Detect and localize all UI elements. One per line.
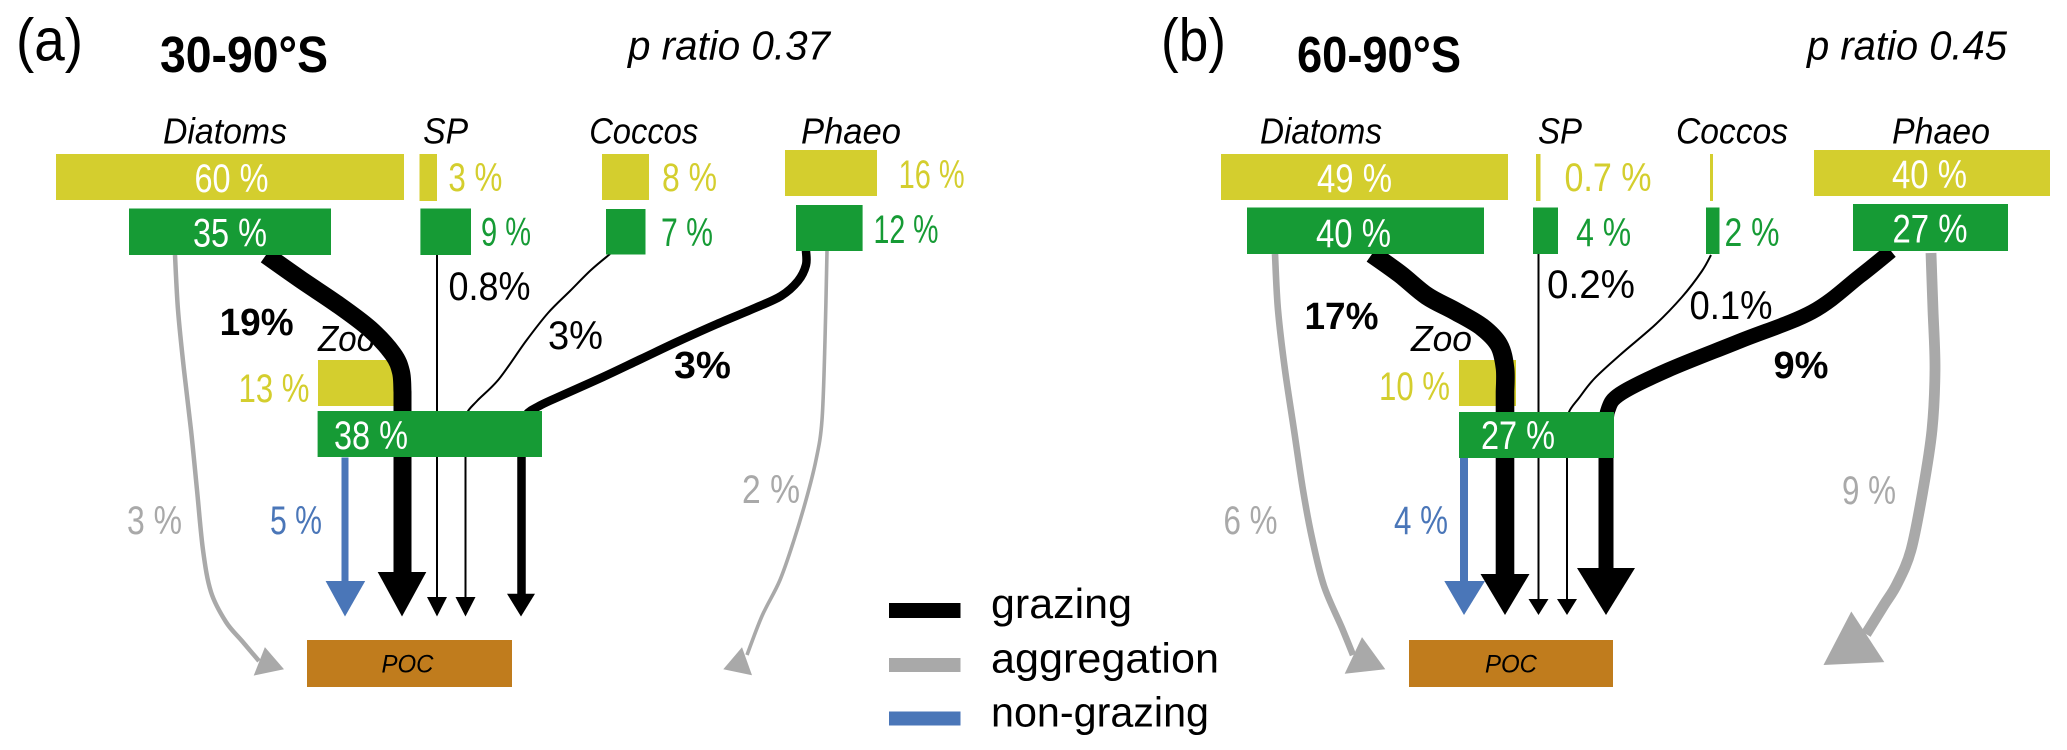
svg-text:4 %: 4 % bbox=[1394, 499, 1448, 543]
svg-text:Phaeo: Phaeo bbox=[1892, 110, 1990, 151]
svg-text:3%: 3% bbox=[548, 314, 603, 358]
svg-text:aggregation: aggregation bbox=[991, 635, 1219, 682]
svg-text:SP: SP bbox=[423, 110, 468, 151]
svg-text:60-90°S: 60-90°S bbox=[1297, 26, 1461, 83]
svg-text:4 %: 4 % bbox=[1576, 211, 1631, 255]
svg-text:6 %: 6 % bbox=[1224, 499, 1278, 543]
svg-text:Phaeo: Phaeo bbox=[801, 110, 901, 151]
svg-text:19%: 19% bbox=[220, 302, 294, 344]
svg-text:grazing: grazing bbox=[991, 580, 1132, 627]
svg-text:Diatoms: Diatoms bbox=[1260, 110, 1382, 151]
svg-text:0.7 %: 0.7 % bbox=[1565, 156, 1652, 200]
svg-text:8 %: 8 % bbox=[662, 156, 717, 200]
svg-text:9%: 9% bbox=[1774, 345, 1829, 387]
svg-text:10 %: 10 % bbox=[1379, 365, 1450, 409]
svg-text:9 %: 9 % bbox=[1842, 469, 1896, 513]
svg-text:3%: 3% bbox=[674, 345, 731, 387]
svg-text:p ratio 0.45: p ratio 0.45 bbox=[1805, 23, 2007, 69]
svg-text:(b): (b) bbox=[1161, 7, 1226, 74]
svg-text:5 %: 5 % bbox=[270, 499, 322, 543]
svg-text:40 %: 40 % bbox=[1892, 153, 1967, 197]
svg-text:9 %: 9 % bbox=[481, 211, 531, 255]
svg-text:(a): (a) bbox=[16, 7, 83, 74]
svg-text:0.1%: 0.1% bbox=[1690, 284, 1773, 328]
svg-text:17%: 17% bbox=[1305, 296, 1379, 338]
svg-text:40 %: 40 % bbox=[1316, 212, 1391, 256]
svg-text:13 %: 13 % bbox=[239, 367, 310, 411]
svg-text:30-90°S: 30-90°S bbox=[160, 26, 328, 83]
svg-text:Zoo: Zoo bbox=[1410, 318, 1472, 359]
svg-text:Coccos: Coccos bbox=[589, 110, 698, 151]
svg-text:60 %: 60 % bbox=[195, 157, 269, 201]
svg-text:38 %: 38 % bbox=[334, 414, 408, 458]
svg-text:POC: POC bbox=[1485, 651, 1538, 679]
svg-text:p ratio 0.37: p ratio 0.37 bbox=[626, 23, 832, 69]
svg-text:16 %: 16 % bbox=[899, 153, 965, 197]
svg-text:Diatoms: Diatoms bbox=[163, 110, 287, 151]
svg-text:27 %: 27 % bbox=[1481, 414, 1555, 458]
svg-text:49 %: 49 % bbox=[1317, 157, 1392, 201]
svg-text:Coccos: Coccos bbox=[1676, 110, 1788, 151]
svg-text:2 %: 2 % bbox=[742, 468, 800, 512]
svg-text:0.8%: 0.8% bbox=[449, 265, 531, 309]
svg-text:2 %: 2 % bbox=[1725, 211, 1780, 255]
svg-text:Zoo: Zoo bbox=[317, 318, 375, 359]
svg-text:12 %: 12 % bbox=[874, 208, 939, 252]
svg-text:POC: POC bbox=[382, 651, 435, 679]
svg-text:3 %: 3 % bbox=[448, 156, 502, 200]
svg-text:non-grazing: non-grazing bbox=[991, 689, 1209, 736]
svg-text:SP: SP bbox=[1538, 110, 1582, 151]
svg-text:3 %: 3 % bbox=[127, 499, 182, 543]
svg-text:35 %: 35 % bbox=[193, 212, 267, 256]
svg-text:0.2%: 0.2% bbox=[1547, 263, 1635, 307]
svg-text:27 %: 27 % bbox=[1893, 207, 1968, 251]
svg-text:7 %: 7 % bbox=[661, 211, 713, 255]
